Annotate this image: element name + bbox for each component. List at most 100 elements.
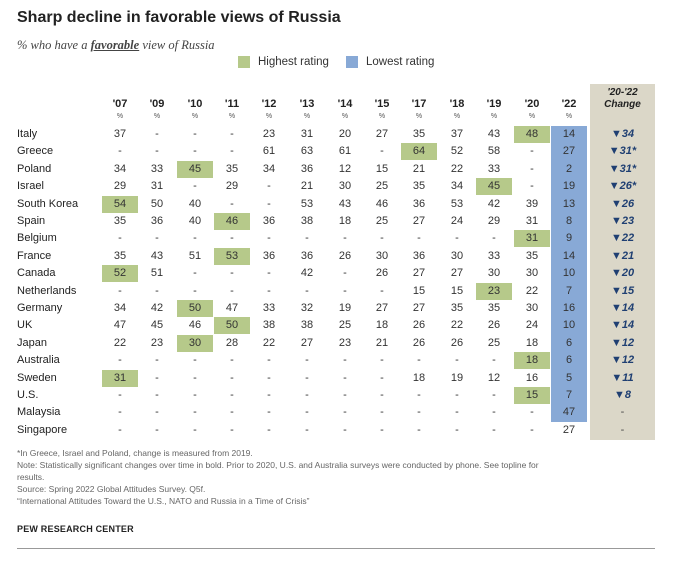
table-cell: 33 (262, 302, 276, 314)
lowest-rating-column (551, 126, 587, 422)
table-cell: 22 (450, 319, 464, 332)
table-cell: 30 (338, 180, 352, 193)
legend-lowest: Lowest rating (346, 55, 434, 69)
table-cell: 22 (113, 336, 127, 349)
table-cell: 14 (562, 249, 576, 262)
table-cell: 46 (375, 197, 389, 210)
country-label: Canada (17, 267, 56, 280)
table-cell: 35 (412, 180, 426, 193)
table-cell: - (118, 145, 122, 158)
table-cell: - (492, 423, 496, 436)
table-cell: 28 (225, 336, 239, 349)
table-cell: - (193, 232, 197, 245)
table-cell: - (267, 354, 271, 367)
column-header: '10 (187, 98, 203, 110)
column-header: '22 (561, 98, 577, 110)
change-value: ▼11 (611, 371, 634, 384)
table-cell: - (193, 371, 197, 384)
table-cell: 10 (562, 319, 576, 332)
table-cell: - (492, 389, 496, 401)
table-cell: - (267, 284, 271, 297)
highest-rating-cell (102, 369, 138, 387)
table-cell: - (343, 371, 347, 384)
table-cell: - (155, 232, 159, 245)
table-cell: - (343, 354, 347, 367)
country-label: Sweden (17, 371, 57, 384)
table-cell: - (343, 267, 347, 280)
table-cell: - (230, 389, 234, 401)
column-header: '12 (261, 98, 277, 110)
table-cell: - (230, 267, 234, 280)
table-cell: 51 (188, 249, 202, 262)
table-cell: 42 (150, 302, 164, 314)
table-cell: 29 (225, 180, 239, 193)
table-cell: - (193, 267, 197, 280)
legend-highest-label: Highest rating (258, 56, 329, 68)
column-unit: % (341, 113, 349, 120)
table-cell: - (492, 354, 496, 367)
column-unit: % (490, 113, 498, 120)
table-cell: 12 (338, 162, 352, 175)
country-label: Greece (17, 145, 54, 158)
table-cell: - (193, 128, 197, 140)
table-cell: - (155, 389, 159, 401)
table-cell: - (380, 423, 384, 436)
table-cell: 10 (562, 267, 576, 280)
column-unit: % (303, 113, 311, 120)
column-header: '09 (149, 98, 165, 110)
table-cell: 23 (262, 128, 276, 140)
table-cell: 34 (450, 180, 464, 193)
table-cell: - (230, 371, 234, 384)
table-cell: 36 (262, 215, 276, 227)
table-cell: 35 (487, 302, 501, 314)
table-cell: 35 (113, 249, 127, 262)
pew-brand: PEW RESEARCH CENTER (17, 524, 134, 534)
table-cell: - (230, 423, 234, 436)
highest-rating-cell (514, 230, 550, 248)
table-cell: 25 (487, 336, 501, 349)
table-cell: 53 (450, 197, 464, 210)
table-cell: 27 (375, 128, 389, 140)
table-cell: - (267, 232, 271, 245)
table-cell: 50 (188, 302, 202, 314)
table-cell: 24 (525, 319, 539, 332)
table-cell: 23 (150, 336, 164, 349)
table-cell: - (530, 145, 534, 158)
table-cell: - (230, 197, 234, 210)
legend-lowest-swatch (346, 56, 358, 68)
table-cell: - (155, 406, 159, 419)
column-header: '07 (112, 98, 128, 110)
table-cell: - (305, 354, 309, 367)
table-cell: 9 (565, 232, 573, 245)
note-significance: Note: Statistically significant changes … (17, 460, 539, 470)
table-cell: - (267, 371, 271, 384)
table-cell: - (380, 406, 384, 419)
table-cell: - (118, 389, 122, 401)
table-cell: 7 (565, 284, 573, 297)
table-cell: - (267, 423, 271, 436)
table-cell: 33 (150, 162, 164, 175)
table-cell: 52 (113, 267, 127, 280)
table-cell: - (155, 423, 159, 436)
table-cell: - (267, 406, 271, 419)
table-cell: 30 (188, 336, 202, 349)
table-cell: 30 (525, 302, 539, 314)
table-cell: - (267, 267, 271, 280)
table-cell: - (380, 284, 384, 297)
table-cell: 19 (450, 371, 464, 384)
table-cell: 42 (487, 197, 501, 210)
table-cell: 15 (412, 284, 426, 297)
table-cell: - (492, 406, 496, 419)
column-header: '17 (411, 98, 427, 110)
column-header: '14 (337, 98, 353, 110)
note-report-title: “International Attitudes Toward the U.S.… (17, 496, 310, 506)
table-cell: 37 (450, 128, 464, 140)
legend-highest-swatch (238, 56, 250, 68)
table-cell: 15 (525, 389, 539, 401)
change-value: ▼14 (610, 302, 635, 314)
table-cell: 8 (565, 215, 573, 227)
table-cell: 51 (150, 267, 164, 280)
table-cell: - (155, 371, 159, 384)
table-cell: 45 (150, 319, 164, 332)
table-cell: - (155, 145, 159, 158)
